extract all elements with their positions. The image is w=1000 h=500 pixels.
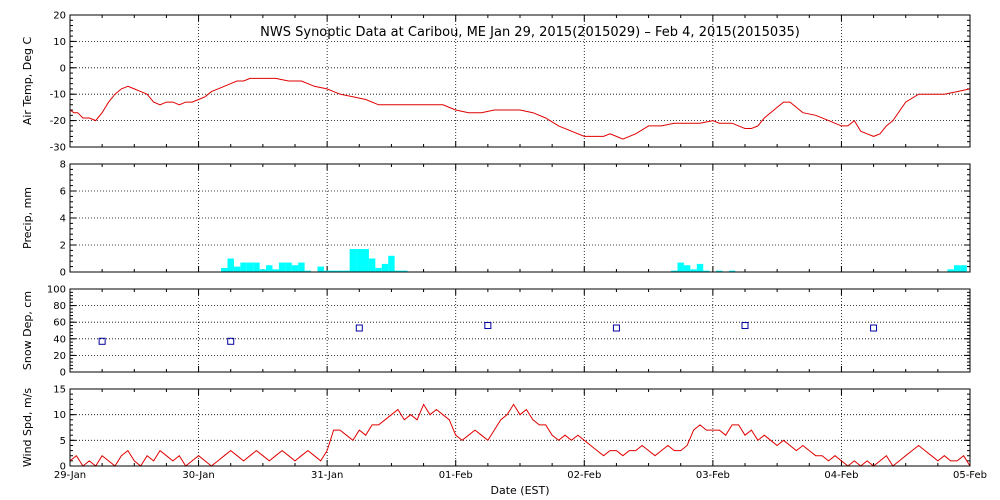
precip-bar	[253, 262, 260, 272]
x-tick-label: 03-Feb	[696, 470, 730, 481]
precip-bar	[671, 270, 678, 272]
precip-frame	[69, 163, 971, 273]
x-axis-label: Date (EST)	[490, 484, 549, 497]
wind_speed-y-axis-label: Wind Spd, m/s	[21, 388, 34, 468]
snow-depth-point	[355, 324, 363, 332]
x-tick-label: 29-Jan	[54, 470, 86, 481]
air_temp-y-axis-label: Air Temp, Deg C	[21, 37, 34, 126]
precip-bar	[317, 266, 324, 272]
snow-depth-point	[612, 324, 620, 332]
x-tick-label: 04-Feb	[824, 470, 858, 481]
snow_depth-panel: 100 80 60 40 20 0 Snow Dep, cm	[21, 285, 971, 379]
snow_depth-y-axis-label: Snow Dep, cm	[21, 291, 34, 370]
y-tick-label: 15	[53, 385, 66, 396]
y-tick-label: -10	[50, 90, 66, 101]
precip-bar	[728, 270, 736, 272]
snow-depth-point	[227, 337, 235, 345]
y-tick-label: 0	[60, 63, 66, 74]
x-tick-label: 31-Jan	[311, 470, 343, 481]
precip-bar	[343, 270, 350, 272]
air_temp-panel: 20 10 0 -10 -20 -30 Air Temp, Deg C	[21, 11, 971, 154]
y-tick-label: 20	[53, 11, 66, 22]
y-tick-label: 5	[60, 436, 66, 447]
y-tick-label: -30	[50, 143, 66, 154]
precip-bar	[278, 262, 286, 272]
chart-title: NWS Synoptic Data at Caribou, ME Jan 29,…	[260, 25, 800, 40]
precip-bar	[388, 255, 395, 272]
precip-bar	[368, 258, 376, 272]
x-tick-label: 05-Feb	[953, 470, 987, 481]
snow-depth-point	[484, 322, 492, 330]
snow-depth-point	[741, 322, 749, 330]
y-tick-label: 2	[60, 241, 66, 252]
precip-bar	[323, 270, 331, 272]
precip-bar	[703, 270, 710, 272]
precip-bar	[266, 265, 273, 272]
precip-bar	[233, 266, 241, 272]
precip-bar	[240, 262, 247, 272]
precip-bar	[221, 267, 228, 272]
precip-bar	[304, 270, 312, 272]
precip-bar	[401, 270, 408, 272]
precip-bar	[272, 269, 279, 272]
precip-bar	[375, 267, 382, 272]
precip-bar	[960, 265, 967, 272]
wind_speed-frame	[69, 388, 971, 467]
y-tick-label: 6	[60, 187, 66, 198]
snow-depth-point	[98, 337, 106, 345]
y-tick-label: 8	[60, 160, 66, 171]
precip-bar	[947, 269, 954, 272]
y-tick-label: 10	[53, 410, 66, 421]
y-tick-label: 60	[53, 318, 66, 329]
precip-bar	[362, 249, 369, 272]
wind_speed-series-line	[69, 403, 971, 467]
air_temp-series-line	[69, 77, 971, 140]
precip-bar	[381, 263, 389, 272]
y-tick-label: 4	[60, 214, 66, 225]
precip-panel: 8 6 4 2 0 Precip, mm	[21, 160, 971, 279]
x-tick-label: 02-Feb	[567, 470, 601, 481]
precip-bar	[259, 269, 267, 272]
snow-depth-point	[870, 324, 878, 332]
air_temp-frame	[69, 14, 971, 148]
precip-bar	[285, 262, 292, 272]
y-tick-label: 40	[53, 334, 66, 345]
y-tick-label: 100	[47, 285, 66, 296]
precip-bar	[349, 249, 357, 272]
y-tick-label: 20	[53, 351, 66, 362]
x-tick-label: 30-Jan	[182, 470, 214, 481]
precip-bar	[291, 265, 299, 272]
precip-bar	[677, 262, 684, 272]
wind_speed-panel: 15 10 5 0 Wind Spd, m/s	[21, 385, 971, 473]
precip-bar	[690, 269, 697, 272]
precip-bar	[394, 270, 402, 272]
precip-bar	[356, 249, 363, 272]
y-tick-label: 10	[53, 37, 66, 48]
y-tick-label: 80	[53, 301, 66, 312]
snow_depth-frame	[69, 288, 971, 373]
precip-bar	[298, 262, 305, 272]
y-tick-label: 0	[60, 462, 66, 473]
precip-y-axis-label: Precip, mm	[21, 187, 34, 249]
precip-bar	[683, 265, 691, 272]
precip-bar	[246, 262, 254, 272]
precip-bar	[336, 270, 344, 272]
precip-bar	[330, 270, 337, 272]
precip-bar	[227, 258, 234, 272]
x-tick-label: 01-Feb	[439, 470, 473, 481]
y-tick-label: 0	[60, 268, 66, 279]
precip-bar	[716, 270, 723, 272]
x-tick-labels: 29-Jan 30-Jan 31-Jan 01-Feb 02-Feb 03-Feb 04-F…	[54, 470, 987, 481]
y-tick-label: -20	[50, 116, 66, 127]
precip-bar	[953, 265, 961, 272]
y-tick-label: 0	[60, 368, 66, 379]
precip-bar	[696, 263, 704, 272]
